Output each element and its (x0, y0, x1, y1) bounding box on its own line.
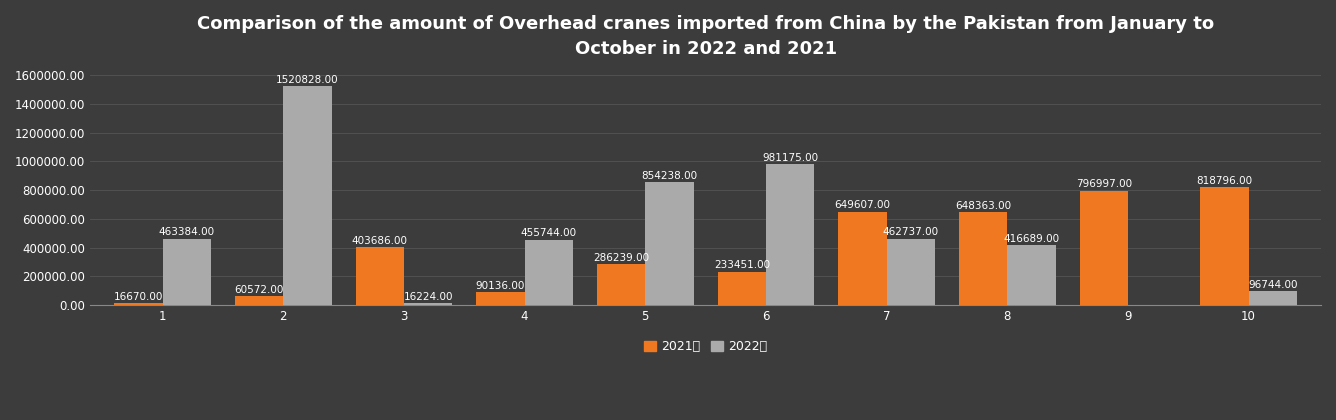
Bar (717, 272, 766, 305)
Text: 403686.00: 403686.00 (351, 236, 407, 246)
Bar (477, 292, 525, 305)
Text: 16670.00: 16670.00 (114, 291, 163, 302)
Text: 286239.00: 286239.00 (593, 253, 649, 263)
Legend: 2021年, 2022年: 2021年, 2022年 (639, 335, 772, 358)
Bar (235, 297, 283, 305)
Text: 854238.00: 854238.00 (641, 171, 697, 181)
Bar (355, 247, 403, 305)
Bar (597, 264, 645, 305)
Text: 818796.00: 818796.00 (1197, 176, 1253, 186)
Text: 60572.00: 60572.00 (235, 285, 283, 295)
Bar (403, 303, 452, 305)
Text: 981175.00: 981175.00 (762, 153, 818, 163)
Text: 1520828.00: 1520828.00 (277, 75, 339, 85)
Text: 796997.00: 796997.00 (1075, 179, 1132, 189)
Bar (959, 212, 1007, 305)
Bar (1007, 245, 1055, 305)
Text: 90136.00: 90136.00 (476, 281, 525, 291)
Bar (839, 212, 887, 305)
Text: 462737.00: 462737.00 (883, 227, 939, 237)
Text: 648363.00: 648363.00 (955, 201, 1011, 211)
Text: 96744.00: 96744.00 (1248, 280, 1297, 290)
Bar (283, 87, 331, 305)
Bar (1249, 291, 1297, 305)
Text: 455744.00: 455744.00 (521, 228, 577, 239)
Bar (163, 239, 211, 305)
Bar (1200, 187, 1249, 305)
Bar (1079, 191, 1128, 305)
Text: 649607.00: 649607.00 (835, 200, 891, 210)
Bar (115, 303, 163, 305)
Bar (766, 164, 814, 305)
Text: 416689.00: 416689.00 (1003, 234, 1059, 244)
Bar (645, 182, 693, 305)
Text: 233451.00: 233451.00 (713, 260, 770, 270)
Bar (887, 239, 935, 305)
Text: 463384.00: 463384.00 (159, 227, 215, 237)
Title: Comparison of the amount of Overhead cranes imported from China by the Pakistan : Comparison of the amount of Overhead cra… (196, 15, 1214, 58)
Bar (525, 240, 573, 305)
Text: 16224.00: 16224.00 (403, 291, 453, 302)
